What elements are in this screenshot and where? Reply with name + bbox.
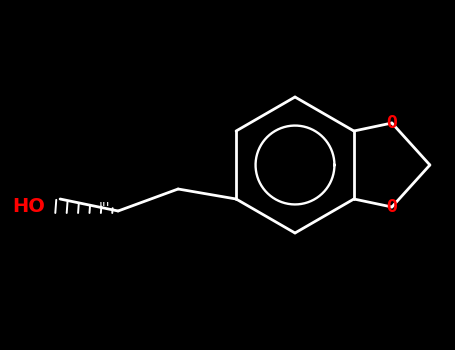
Text: ''': ''' (98, 201, 110, 215)
Text: O: O (386, 198, 397, 216)
Text: HO: HO (12, 196, 45, 216)
Text: O: O (386, 114, 397, 132)
